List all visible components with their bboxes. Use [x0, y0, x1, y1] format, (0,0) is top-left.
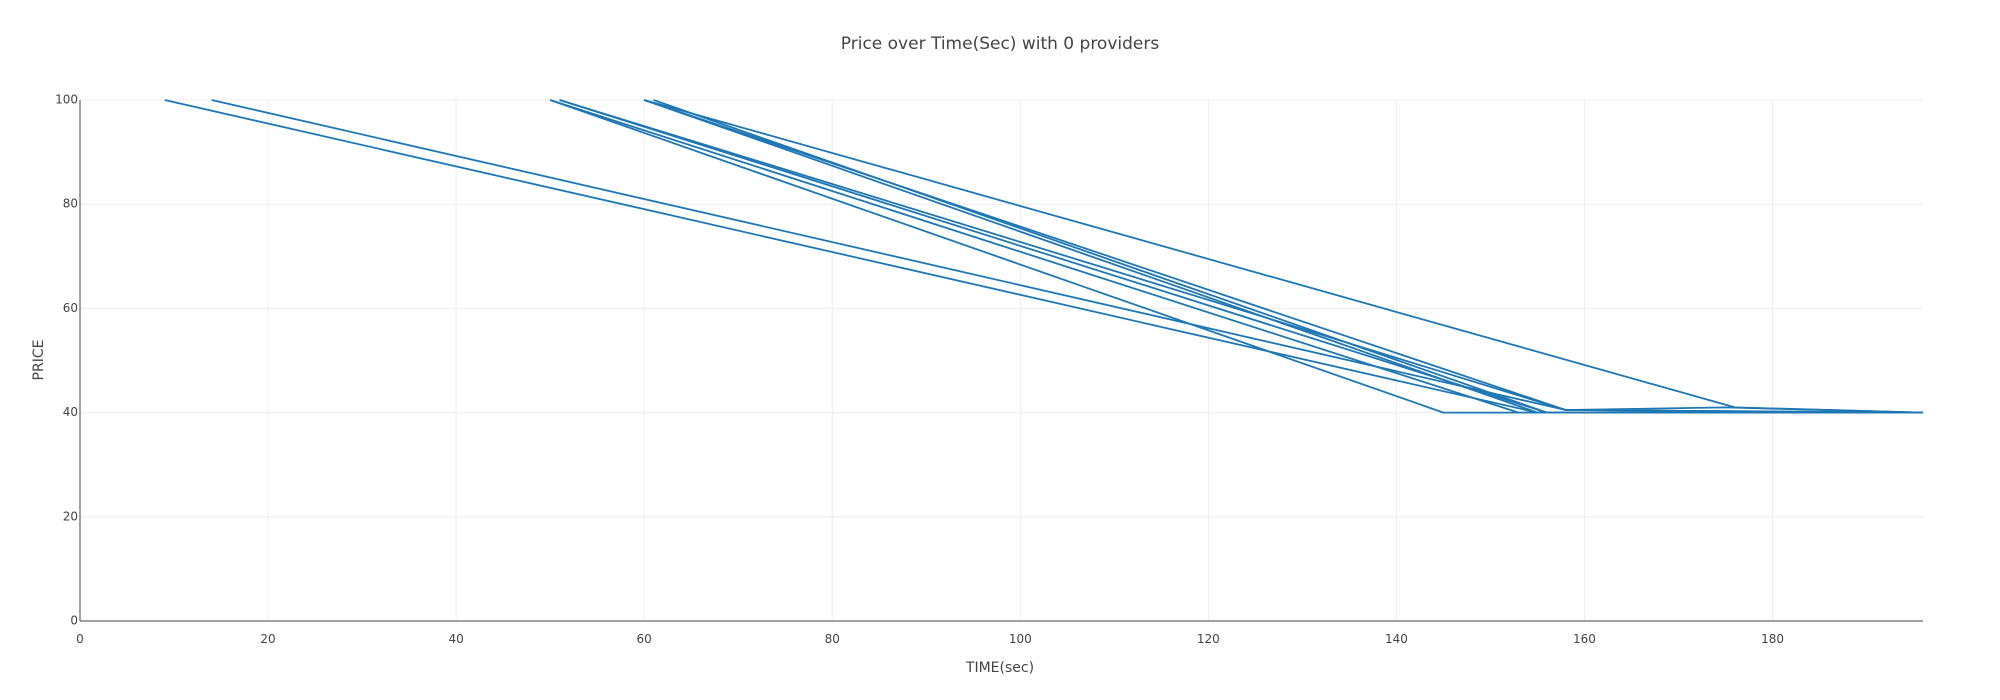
y-tick-label: 60 — [63, 301, 78, 315]
x-tick-label: 100 — [1009, 632, 1032, 646]
data-series — [164, 99, 1924, 414]
x-tick-label: 160 — [1573, 632, 1596, 646]
y-axis-label: PRICE — [31, 340, 47, 381]
series-line-5 — [559, 99, 1923, 414]
x-axis-label: TIME(sec) — [965, 660, 1034, 676]
y-tick-label: 0 — [70, 614, 78, 628]
series-line-8 — [643, 99, 1924, 414]
x-tick-label: 140 — [1385, 632, 1408, 646]
tick-labels: 0 20 40 60 80 100 120 140 160 180 0 20 40 60 80 100 — [55, 93, 1784, 646]
x-tick-label: 60 — [637, 632, 652, 646]
series-line-9 — [653, 99, 1923, 414]
series-line-1 — [164, 99, 1923, 414]
y-tick-label: 80 — [63, 197, 78, 211]
x-tick-label: 20 — [260, 632, 275, 646]
series-line-3 — [549, 99, 1923, 414]
chart-title: Price over Time(Sec) with 0 providers — [841, 34, 1160, 54]
series-line-7 — [643, 99, 1923, 414]
x-tick-label: 80 — [825, 632, 840, 646]
y-tick-label: 40 — [63, 405, 78, 419]
series-line-10 — [643, 99, 1924, 414]
series-line-6 — [559, 99, 1924, 414]
y-tick-label: 100 — [55, 93, 78, 107]
x-tick-label: 180 — [1761, 632, 1784, 646]
grid-lines — [80, 99, 1923, 621]
x-tick-label: 0 — [76, 632, 84, 646]
x-tick-label: 120 — [1197, 632, 1220, 646]
series-line-4 — [549, 99, 1923, 414]
x-tick-label: 40 — [448, 632, 463, 646]
y-tick-label: 20 — [63, 509, 78, 523]
axes — [79, 100, 1923, 622]
